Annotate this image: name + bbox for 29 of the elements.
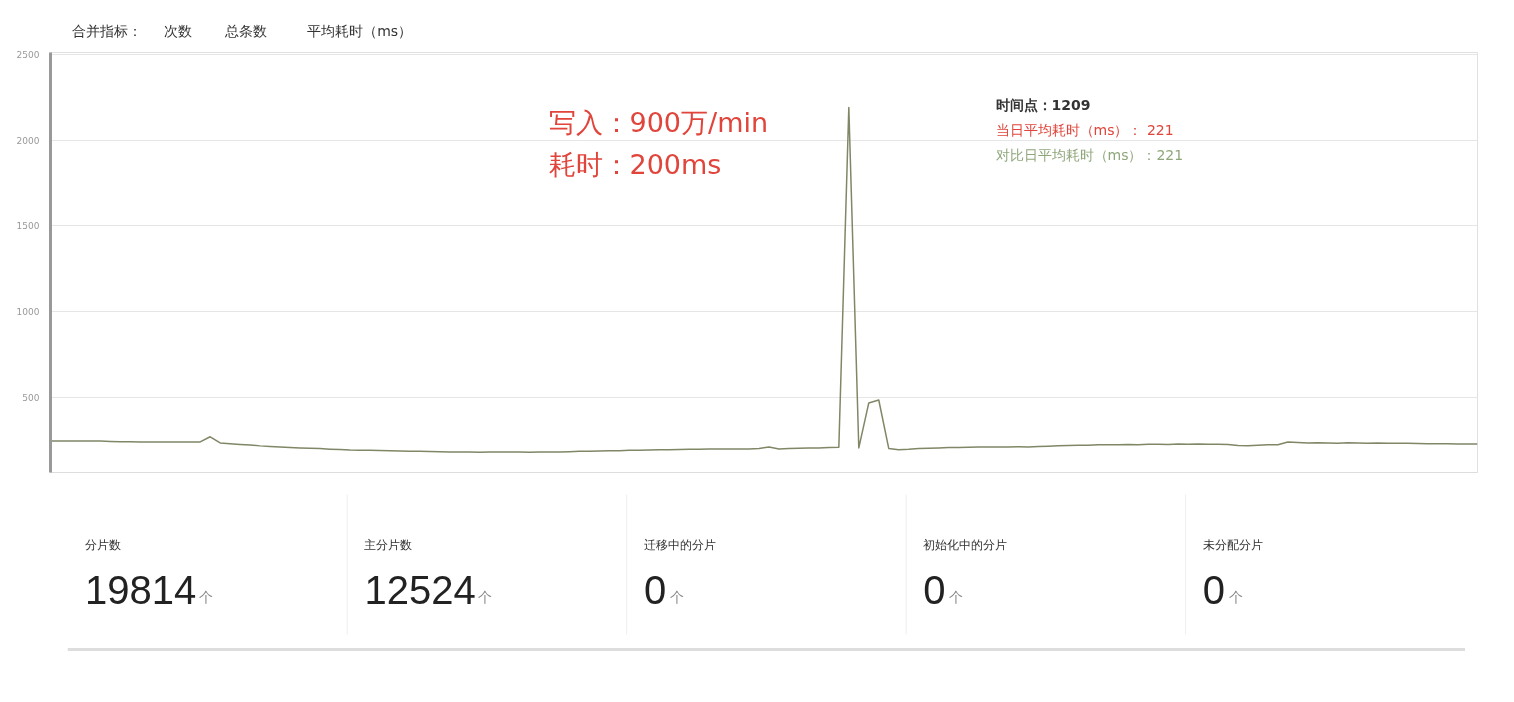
y-tick-label: 2000 xyxy=(16,135,40,146)
data-label: 0 xyxy=(1202,567,1226,612)
text: 个 xyxy=(198,588,213,605)
y-tick-label: 500 xyxy=(22,393,40,404)
data-label: 12524 xyxy=(364,567,476,612)
annotation: 写入：900万/min xyxy=(548,106,769,138)
y-tick-label: 1500 xyxy=(16,221,40,232)
text: 个 xyxy=(1228,588,1243,605)
text: 个 xyxy=(949,588,964,605)
annotation: 当日平均耗时（ms）： 221 xyxy=(995,121,1174,138)
text: 总条数 xyxy=(223,22,267,39)
category-label: 主分片数 xyxy=(364,537,413,552)
data-label: 19814 xyxy=(84,567,197,612)
data-label: 0 xyxy=(923,567,946,612)
category-label: 分片数 xyxy=(84,537,121,552)
annotation: 耗时：200ms xyxy=(548,148,722,180)
y-tick-label: 2500 xyxy=(16,49,40,60)
text: 个 xyxy=(478,588,493,605)
category-label: 初始化中的分片 xyxy=(923,537,1008,552)
data-label: 0 xyxy=(643,567,667,612)
annotation: 时间点：1209 xyxy=(995,96,1091,113)
text: 次数 xyxy=(163,22,192,39)
y-tick-label: 1000 xyxy=(16,307,40,318)
text: 平均耗时（ms） xyxy=(307,22,413,39)
annotation: 对比日平均耗时（ms）：221 xyxy=(995,146,1184,163)
category-label: 迁移中的分片 xyxy=(643,537,716,552)
text: 合并指标： xyxy=(71,22,142,39)
category-label: 未分配分片 xyxy=(1202,537,1263,552)
text: 个 xyxy=(669,588,684,605)
